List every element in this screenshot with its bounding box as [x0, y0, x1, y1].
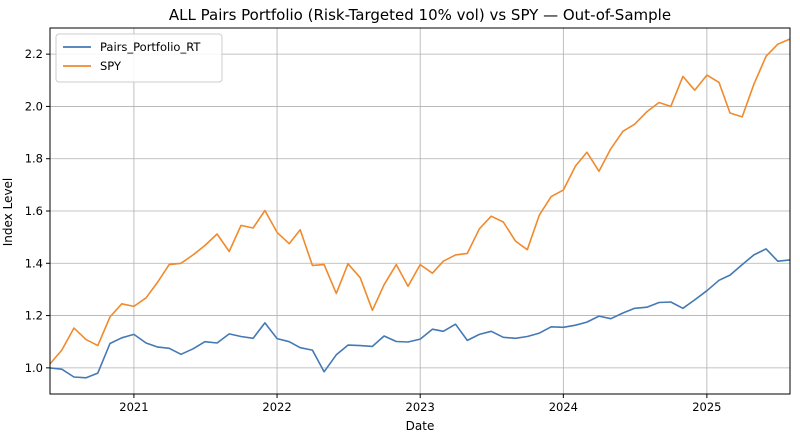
y-tick-label: 1.0: [25, 361, 43, 375]
y-tick-label: 1.2: [25, 309, 43, 323]
axis-ticks: 2021 2022 2023 2024 2025 1.0 1.2 1.4 1.6 1.8 2.0 2.…: [25, 47, 722, 414]
series-line-pairs-portfolio-rt: [49, 248, 791, 379]
y-tick-label: 1.4: [25, 256, 43, 270]
x-tick-label: 2022: [262, 400, 291, 414]
y-axis-label: Index Level: [1, 178, 15, 247]
series-layer: [49, 38, 791, 379]
chart-title: ALL Pairs Portfolio (Risk-Targeted 10% v…: [169, 6, 671, 24]
x-axis-label: Date: [406, 419, 435, 433]
y-tick-label: 1.8: [25, 152, 43, 166]
y-tick-label: 2.2: [25, 47, 43, 61]
x-tick-label: 2025: [692, 400, 721, 414]
x-tick-label: 2023: [406, 400, 435, 414]
legend-label: SPY: [100, 59, 122, 73]
legend: Pairs_Portfolio_RT SPY: [55, 33, 223, 83]
y-tick-label: 1.6: [25, 204, 43, 218]
series-line-spy: [49, 38, 791, 365]
x-tick-label: 2021: [119, 400, 148, 414]
legend-box: [55, 33, 223, 83]
x-tick-label: 2024: [549, 400, 578, 414]
y-tick-label: 2.0: [25, 99, 43, 113]
legend-label: Pairs_Portfolio_RT: [100, 40, 201, 54]
